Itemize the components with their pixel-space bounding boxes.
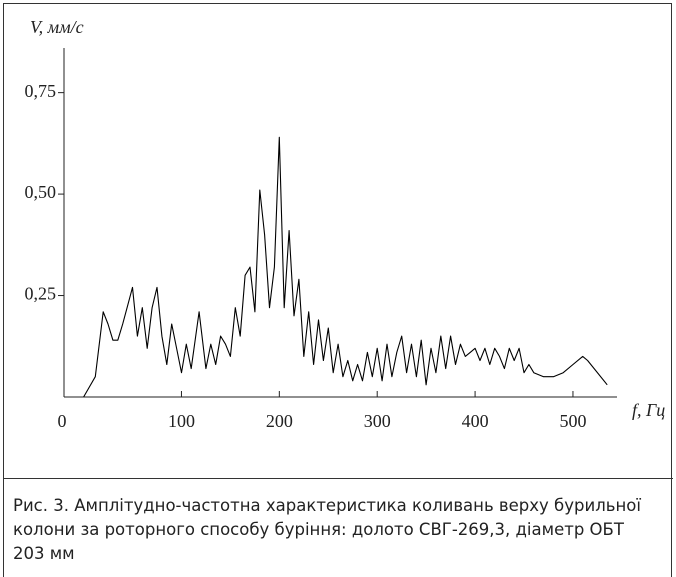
x-tick-label: 300 bbox=[364, 411, 391, 431]
x-axis-label: f, Гц bbox=[632, 400, 665, 420]
y-tick-label: 0,25 bbox=[25, 284, 57, 304]
y-axis-label: V, мм/с bbox=[30, 17, 84, 37]
x-tick-label: 0 bbox=[58, 411, 67, 431]
data-line bbox=[83, 136, 608, 398]
separator bbox=[3, 478, 673, 479]
y-tick-label: 0,50 bbox=[25, 182, 57, 202]
frame bbox=[3, 3, 672, 577]
x-tick-label: 100 bbox=[168, 411, 195, 431]
x-tick-label: 400 bbox=[462, 411, 489, 431]
chart: V, мм/с f, Гц 0,25 0,50 0,75 0 100 200 300 400 5… bbox=[25, 17, 666, 431]
y-tick-label: 0,75 bbox=[25, 81, 57, 101]
x-tick-label: 200 bbox=[266, 411, 293, 431]
x-tick-label: 500 bbox=[559, 411, 586, 431]
caption: Рис. 3. Амплітудно-частотна характеристи… bbox=[13, 496, 641, 563]
